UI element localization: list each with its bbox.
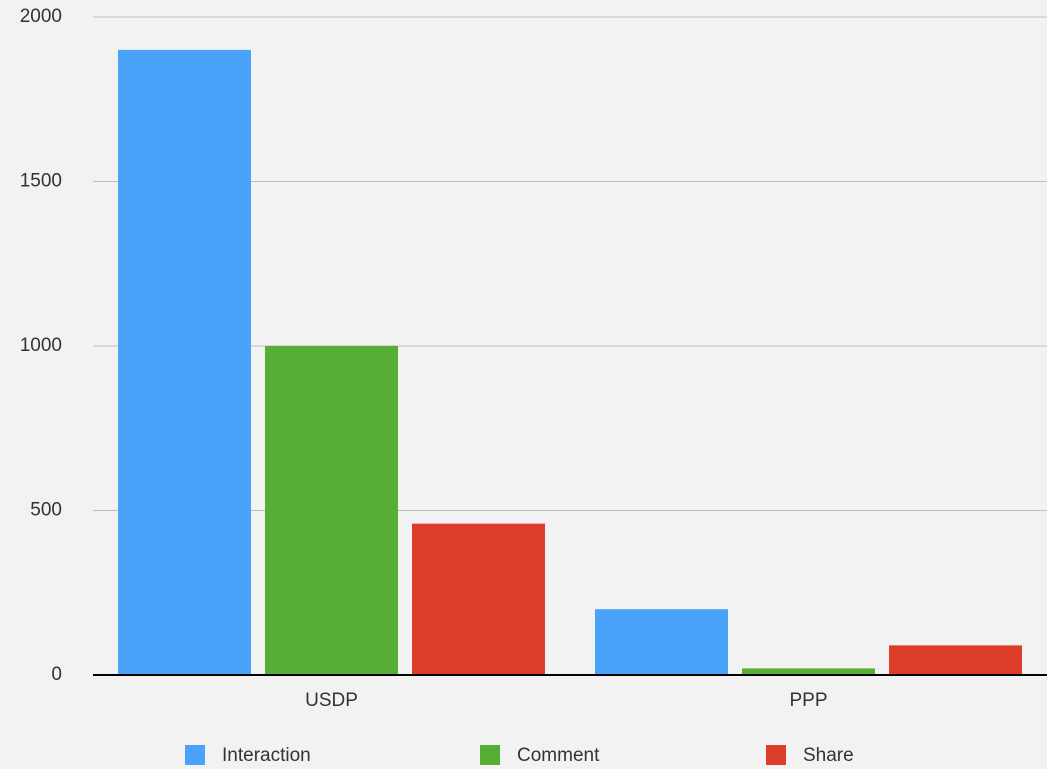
x-tick-label: USDP [305, 690, 358, 711]
y-tick-label: 1000 [20, 335, 62, 356]
y-tick-label: 1500 [20, 171, 62, 192]
bar [742, 668, 875, 675]
legend-label: Interaction [222, 745, 311, 766]
legend-label: Share [803, 745, 854, 766]
y-tick-label: 0 [51, 664, 62, 685]
bar [265, 346, 398, 675]
legend-label: Comment [517, 745, 600, 766]
bar [412, 523, 545, 675]
legend-swatch [185, 745, 205, 765]
bar [118, 49, 251, 675]
y-tick-label: 2000 [20, 6, 62, 27]
bar [595, 609, 728, 675]
legend-swatch [766, 745, 786, 765]
bar [889, 645, 1022, 675]
legend-swatch [480, 745, 500, 765]
x-tick-label: PPP [789, 690, 827, 711]
y-tick-label: 500 [30, 500, 62, 521]
